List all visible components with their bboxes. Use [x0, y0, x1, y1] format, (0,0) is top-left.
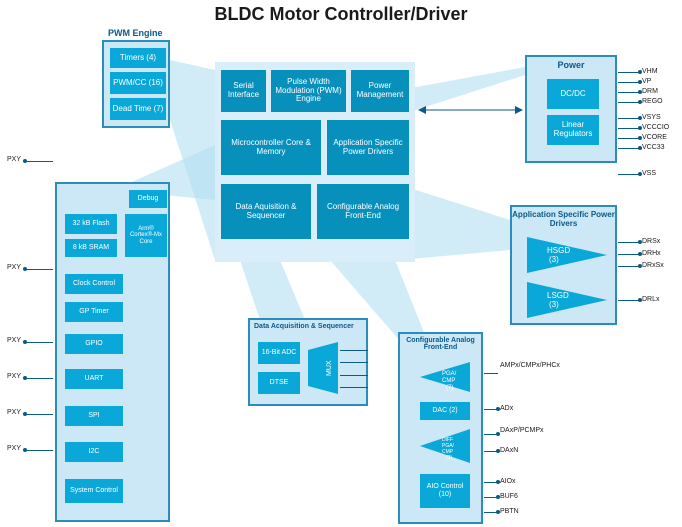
- pin-drsx: DRSx: [642, 238, 660, 245]
- afe-label: Configurable Analog Front-End: [400, 337, 481, 351]
- svg-text:(3): (3): [549, 255, 559, 264]
- block-clock: Clock Control: [65, 274, 123, 294]
- pin-vcccio: VCCCIO: [642, 124, 669, 131]
- block-dtse: DTSE: [258, 372, 300, 394]
- block-serial: Serial Interface: [221, 70, 266, 112]
- block-dac: DAC (2): [420, 402, 470, 420]
- svg-text:(3): (3): [549, 300, 559, 309]
- block-mux: MUX: [308, 342, 338, 394]
- block-aio-control: AIO Control (10): [420, 474, 470, 508]
- block-uart: UART: [65, 369, 123, 389]
- svg-text:PGA/: PGA/: [442, 371, 457, 377]
- block-afe-main: Configurable Analog Front-End: [317, 184, 409, 239]
- pin-drm: DRM: [642, 88, 658, 95]
- pin-drlx: DRLx: [642, 296, 660, 303]
- panel-main: Serial Interface Pulse Width Modulation …: [215, 62, 415, 262]
- pin-pxy-4: PXY: [7, 409, 21, 416]
- pin-daxp: DAxP/PCMPx: [500, 427, 544, 434]
- pin-ampx: AMPx/CMPx/PHCx: [500, 362, 560, 369]
- pin-pxy-2: PXY: [7, 337, 21, 344]
- block-daq-main: Data Aquisition & Sequencer: [221, 184, 311, 239]
- block-flash: 32 kB Flash: [65, 214, 117, 234]
- block-i2c: I2C: [65, 442, 123, 462]
- block-syscontrol: System Control: [65, 479, 123, 503]
- pin-pbtn: PBTN: [500, 508, 519, 515]
- panel-pwm-engine: PWM Engine Timers (4) PWM/CC (16) Dead T…: [102, 40, 170, 128]
- block-sram: 8 kB SRAM: [65, 239, 117, 257]
- pin-pxy-0: PXY: [7, 156, 21, 163]
- pin-vsys: VSYS: [642, 114, 661, 121]
- pin-vcc33: VCC33: [642, 144, 665, 151]
- svg-text:CMP: CMP: [442, 378, 455, 384]
- svg-text:(3): (3): [446, 455, 452, 461]
- svg-text:(7): (7): [446, 385, 453, 391]
- tri-hsgd: HSGD (3): [527, 237, 607, 273]
- pin-vss: VSS: [642, 170, 656, 177]
- pin-drxsx: DRxSx: [642, 262, 664, 269]
- block-asp-drivers-main: Application Specific Power Drivers: [327, 120, 409, 175]
- block-pwm-engine-main: Pulse Width Modulation (PWM) Engine: [271, 70, 346, 112]
- power-label: Power: [527, 60, 615, 70]
- panel-daq: Data Acquisition & Sequencer 16-Bit ADC …: [248, 318, 368, 406]
- svg-text:HSGD: HSGD: [547, 246, 570, 255]
- panel-asp-drivers: Application Specific Power Drivers HSGD …: [510, 205, 617, 325]
- tri-pga-cmp: PGA/ CMP (7): [420, 362, 470, 392]
- pin-rego: REGO: [642, 98, 663, 105]
- panel-mcu-sidebar: Debug 32 kB Flash 8 kB SRAM Arm® Cortex®…: [55, 182, 170, 522]
- block-timers: Timers (4): [110, 48, 166, 68]
- block-mcu-core: Microcontroller Core & Memory: [221, 120, 321, 175]
- svg-text:MUX: MUX: [326, 360, 333, 376]
- pin-pxy-5: PXY: [7, 445, 21, 452]
- block-adc: 16-Bit ADC: [258, 342, 300, 364]
- tri-lsgd: LSGD (3): [527, 282, 607, 318]
- panel-power: Power DC/DC Linear Regulators: [525, 55, 617, 163]
- block-gptimer: GP Timer: [65, 302, 123, 322]
- pin-pxy-3: PXY: [7, 373, 21, 380]
- arrow-main-power: [418, 100, 523, 120]
- block-linreg: Linear Regulators: [547, 115, 599, 145]
- block-debug: Debug: [129, 190, 167, 208]
- pin-drhx: DRHx: [642, 250, 661, 257]
- pin-aiox: AIOx: [500, 478, 516, 485]
- asp-drivers-label: Application Specific Power Drivers: [512, 210, 615, 228]
- pin-vcore: VCORE: [642, 134, 667, 141]
- pin-vp: VP: [642, 78, 651, 85]
- pin-daxn: DAxN: [500, 447, 518, 454]
- block-pwmcc: PWM/CC (16): [110, 72, 166, 94]
- block-deadtime: Dead Time (7): [110, 98, 166, 120]
- pin-vhm: VHM: [642, 68, 658, 75]
- pin-pxy-1: PXY: [7, 264, 21, 271]
- block-dcdc: DC/DC: [547, 79, 599, 109]
- pwm-engine-label: PWM Engine: [108, 28, 163, 38]
- block-power-mgmt: Power Management: [351, 70, 409, 112]
- block-gpio: GPIO: [65, 334, 123, 354]
- pin-adx: ADx: [500, 405, 513, 412]
- block-spi: SPI: [65, 406, 123, 426]
- block-arm-core: Arm® Cortex®-Mx Core: [125, 214, 167, 257]
- daq-label: Data Acquisition & Sequencer: [254, 323, 354, 330]
- panel-afe: Configurable Analog Front-End PGA/ CMP (…: [398, 332, 483, 524]
- diagram-title: BLDC Motor Controller/Driver: [0, 4, 682, 25]
- pin-buf6: BUF6: [500, 493, 518, 500]
- svg-text:LSGD: LSGD: [547, 291, 569, 300]
- tri-diff-pga: DIFF PGA/ CMP (3): [420, 429, 470, 463]
